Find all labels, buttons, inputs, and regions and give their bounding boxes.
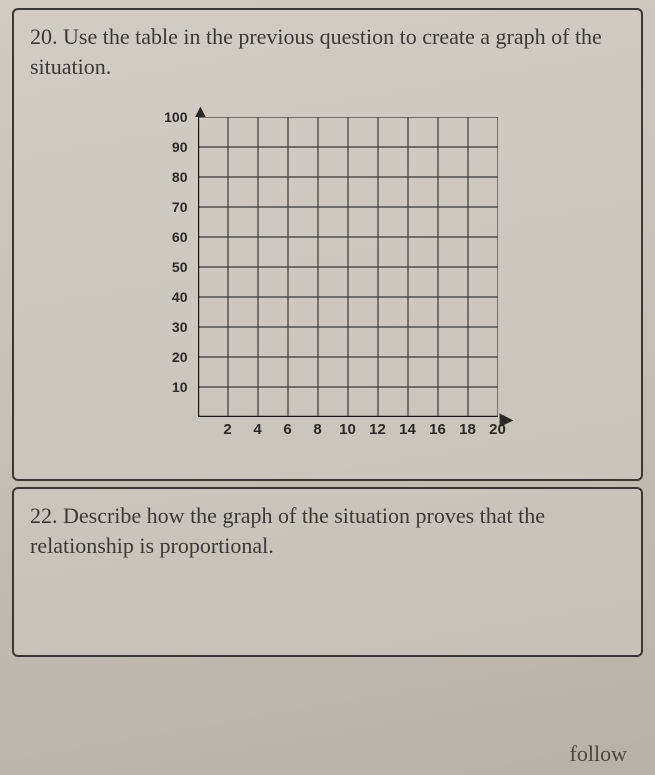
x-tick-label: 14: [399, 421, 416, 438]
y-tick-label: 50: [172, 259, 188, 275]
x-tick-label: 20: [489, 421, 506, 438]
question-number: 20.: [30, 24, 58, 49]
x-tick-label: 2: [223, 421, 231, 438]
chart-container: ▲ ▶ 100908070605040302010 24681012141618…: [30, 97, 625, 467]
y-tick-label: 90: [172, 139, 188, 155]
question-20-text: 20. Use the table in the previous questi…: [30, 22, 625, 81]
y-tick-label: 40: [172, 289, 188, 305]
question-number: 22.: [30, 503, 58, 528]
y-tick-label: 10: [172, 379, 188, 395]
question-body: Use the table in the previous question t…: [30, 24, 602, 79]
x-tick-label: 8: [313, 421, 321, 438]
y-tick-label: 100: [164, 109, 187, 125]
blank-grid-chart: ▲ ▶ 100908070605040302010 24681012141618…: [138, 107, 518, 447]
y-tick-label: 30: [172, 319, 188, 335]
x-tick-label: 18: [459, 421, 476, 438]
question-body: Describe how the graph of the situation …: [30, 503, 545, 558]
question-22-box: 22. Describe how the graph of the situat…: [12, 487, 643, 657]
y-axis-labels: 100908070605040302010: [138, 117, 194, 417]
y-tick-label: 60: [172, 229, 188, 245]
question-20-box: 20. Use the table in the previous questi…: [12, 8, 643, 481]
x-axis-labels: 2468101214161820: [198, 421, 498, 445]
grid-area: [198, 117, 498, 417]
question-22-text: 22. Describe how the graph of the situat…: [30, 501, 625, 560]
worksheet-page: 20. Use the table in the previous questi…: [0, 0, 655, 775]
x-tick-label: 16: [429, 421, 446, 438]
grid-svg: [198, 117, 498, 417]
y-tick-label: 70: [172, 199, 188, 215]
x-tick-label: 10: [339, 421, 356, 438]
x-tick-label: 4: [253, 421, 261, 438]
y-tick-label: 80: [172, 169, 188, 185]
partial-cutoff-text: follow: [570, 741, 627, 767]
x-tick-label: 6: [283, 421, 291, 438]
x-tick-label: 12: [369, 421, 386, 438]
y-tick-label: 20: [172, 349, 188, 365]
